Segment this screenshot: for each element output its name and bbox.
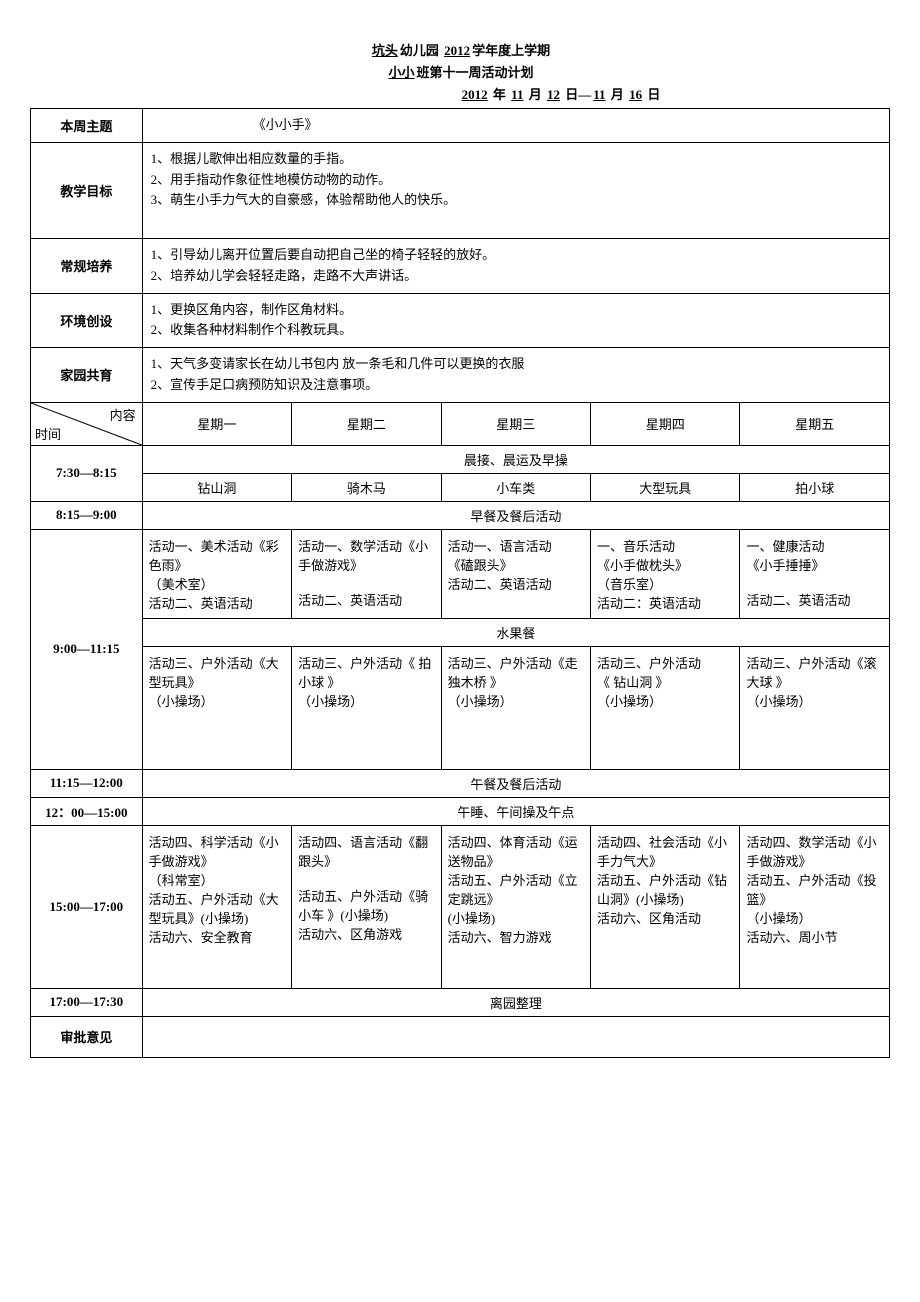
- day-mon: 星期一: [142, 402, 291, 445]
- lunch-row: 11:15—12:00 午餐及餐后活动: [31, 769, 890, 797]
- b1-mon: 活动一、美术活动《彩色雨》（美术室）活动二、英语活动: [142, 529, 291, 618]
- b3-mon: 活动四、科学活动《小手做游戏》（科常室）活动五、户外活动《大型玩具》(小操场)活…: [142, 825, 291, 988]
- b3-wed: 活动四、体育活动《运送物品》活动五、户外活动《立定跳远》(小操场)活动六、智力游…: [441, 825, 590, 988]
- morning-row-2: 钻山洞 骑木马 小车类 大型玩具 拍小球: [31, 473, 890, 501]
- time-6: 15:00—17:00: [31, 825, 143, 988]
- family-row: 家园共育 1、天气多变请家长在幼儿书包内 放一条毛和几件可以更换的衣服2、宣传手…: [31, 348, 890, 403]
- diag-cell: 内容 时间: [31, 402, 143, 445]
- date-m1: 11: [509, 87, 525, 102]
- date-year: 2012: [460, 87, 490, 102]
- leave-row: 17:00—17:30 离园整理: [31, 988, 890, 1016]
- date-d2: 16: [627, 87, 644, 102]
- school-name: 坑头: [370, 43, 400, 58]
- class-name: 小小: [386, 65, 416, 80]
- time-4: 11:15—12:00: [31, 769, 143, 797]
- theme-label: 本周主题: [31, 109, 143, 143]
- routine-label: 常规培养: [31, 238, 143, 293]
- class-suffix: 班第十一周活动计划: [417, 65, 534, 80]
- schedule-table: 本周主题 《小小手》 教学目标 1、根据儿歌伸出相应数量的手指。2、用手指动作象…: [30, 108, 890, 1058]
- morning-row-1: 7:30—8:15 晨接、晨运及早操: [31, 445, 890, 473]
- b3-thu: 活动四、社会活动《小手力气大》活动五、户外活动《钻山洞》(小操场)活动六、区角活…: [591, 825, 740, 988]
- day-tue: 星期二: [292, 402, 441, 445]
- theme-value: 《小小手》: [142, 109, 889, 143]
- b1-fri: 一、健康活动《小手捶捶》 活动二、英语活动: [740, 529, 890, 618]
- day-fri: 星期五: [740, 402, 890, 445]
- morning-mon: 钻山洞: [142, 473, 291, 501]
- approve-row: 审批意见: [31, 1016, 890, 1057]
- block2-row: 活动三、户外活动《大型玩具》（小操场） 活动三、户外活动《 拍小球 》（小操场）…: [31, 646, 890, 769]
- morning-fri: 拍小球: [740, 473, 890, 501]
- env-label: 环境创设: [31, 293, 143, 348]
- morning-header: 晨接、晨运及早操: [142, 445, 889, 473]
- year: 2012: [442, 43, 472, 58]
- day-wed: 星期三: [441, 402, 590, 445]
- breakfast-row: 8:15—9:00 早餐及餐后活动: [31, 501, 890, 529]
- title-line-1: 坑头幼儿园 2012学年度上学期: [30, 40, 890, 59]
- date-d1: 12: [545, 87, 562, 102]
- approve-value: [142, 1016, 889, 1057]
- fruit-row: 水果餐: [31, 618, 890, 646]
- goal-label: 教学目标: [31, 142, 143, 238]
- b2-fri: 活动三、户外活动《滚大球 》（小操场）: [740, 646, 890, 769]
- time-2: 8:15—9:00: [31, 501, 143, 529]
- block3-row: 15:00—17:00 活动四、科学活动《小手做游戏》（科常室）活动五、户外活动…: [31, 825, 890, 988]
- goal-row: 教学目标 1、根据儿歌伸出相应数量的手指。2、用手指动作象征性地模仿动物的动作。…: [31, 142, 890, 238]
- b1-wed: 活动一、语言活动《磕跟头》活动二、英语活动: [441, 529, 590, 618]
- school-suffix: 幼儿园: [400, 43, 439, 58]
- b1-thu: 一、音乐活动《小手做枕头》（音乐室）活动二：英语活动: [591, 529, 740, 618]
- document-header: 坑头幼儿园 2012学年度上学期 小小班第十一周活动计划 2012 年 11 月…: [30, 40, 890, 103]
- family-label: 家园共育: [31, 348, 143, 403]
- goal-value: 1、根据儿歌伸出相应数量的手指。2、用手指动作象征性地模仿动物的动作。3、萌生小…: [142, 142, 889, 238]
- b3-tue: 活动四、语言活动《翻跟头》 活动五、户外活动《骑小车 》(小操场)活动六、区角游…: [292, 825, 441, 988]
- b2-tue: 活动三、户外活动《 拍小球 》（小操场）: [292, 646, 441, 769]
- b2-thu: 活动三、户外活动《 钻山洞 》（小操场）: [591, 646, 740, 769]
- time-1: 7:30—8:15: [31, 445, 143, 501]
- diag-top: 内容: [110, 405, 136, 424]
- nap: 午睡、午间操及午点: [142, 797, 889, 825]
- time-3: 9:00—11:15: [31, 529, 143, 769]
- env-value: 1、更换区角内容，制作区角材料。2、收集各种材料制作个科教玩具。: [142, 293, 889, 348]
- days-header-row: 内容 时间 星期一 星期二 星期三 星期四 星期五: [31, 402, 890, 445]
- b2-mon: 活动三、户外活动《大型玩具》（小操场）: [142, 646, 291, 769]
- day-thu: 星期四: [591, 402, 740, 445]
- year-suffix: 学年度上学期: [472, 43, 550, 58]
- routine-value: 1、引导幼儿离开位置后要自动把自己坐的椅子轻轻的放好。2、培养幼儿学会轻轻走路，…: [142, 238, 889, 293]
- morning-tue: 骑木马: [292, 473, 441, 501]
- routine-row: 常规培养 1、引导幼儿离开位置后要自动把自己坐的椅子轻轻的放好。2、培养幼儿学会…: [31, 238, 890, 293]
- nap-row: 12：00—15:00 午睡、午间操及午点: [31, 797, 890, 825]
- approve-label: 审批意见: [31, 1016, 143, 1057]
- breakfast: 早餐及餐后活动: [142, 501, 889, 529]
- morning-thu: 大型玩具: [591, 473, 740, 501]
- time-7: 17:00—17:30: [31, 988, 143, 1016]
- date-line: 2012 年 11 月 12 日—11 月 16 日: [30, 84, 890, 103]
- time-5: 12：00—15:00: [31, 797, 143, 825]
- b3-fri: 活动四、数学活动《小手做游戏》活动五、户外活动《投篮》（小操场）活动六、周小节: [740, 825, 890, 988]
- block1-row: 9:00—11:15 活动一、美术活动《彩色雨》（美术室）活动二、英语活动 活动…: [31, 529, 890, 618]
- diag-bottom: 时间: [35, 424, 61, 443]
- family-value: 1、天气多变请家长在幼儿书包内 放一条毛和几件可以更换的衣服2、宣传手足口病预防…: [142, 348, 889, 403]
- env-row: 环境创设 1、更换区角内容，制作区角材料。2、收集各种材料制作个科教玩具。: [31, 293, 890, 348]
- lunch: 午餐及餐后活动: [142, 769, 889, 797]
- b2-wed: 活动三、户外活动《走独木桥 》（小操场）: [441, 646, 590, 769]
- b1-tue: 活动一、数学活动《小手做游戏》 活动二、英语活动: [292, 529, 441, 618]
- leave: 离园整理: [142, 988, 889, 1016]
- title-line-2: 小小班第十一周活动计划: [30, 62, 890, 81]
- theme-row: 本周主题 《小小手》: [31, 109, 890, 143]
- date-m2: 11: [591, 87, 607, 102]
- fruit: 水果餐: [142, 618, 889, 646]
- morning-wed: 小车类: [441, 473, 590, 501]
